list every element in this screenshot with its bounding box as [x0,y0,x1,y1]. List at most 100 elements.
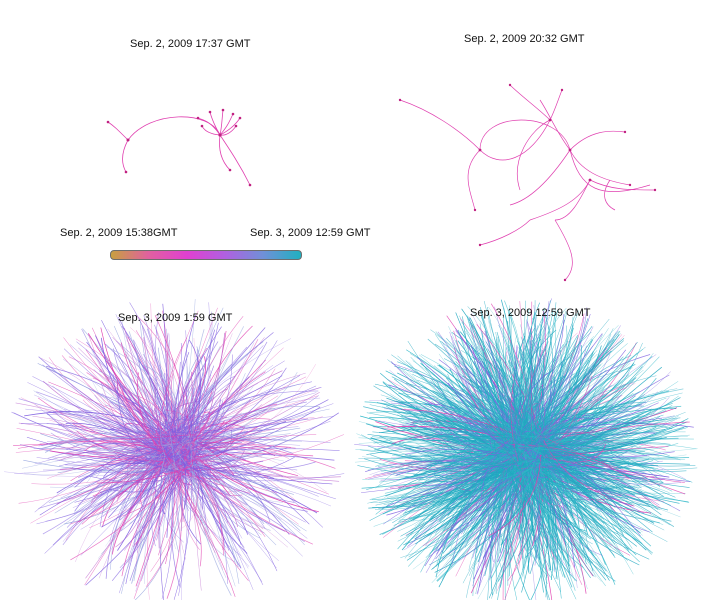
network-edge [438,459,543,503]
network-edge [540,467,587,565]
network-node [208,110,212,114]
network-edge [372,431,512,439]
network-edge [457,424,518,450]
network-edge [184,456,225,556]
network-edge [544,437,657,446]
network-edge [156,435,264,473]
network-edge [528,467,540,557]
network-edge [180,461,249,535]
network-edge [156,329,190,435]
network-edge [180,450,204,510]
network-edge [409,427,507,438]
network-edge [155,310,199,437]
network-edge [169,430,248,472]
network-edge [569,149,651,192]
network-edge [26,436,183,460]
network-edge [403,445,527,474]
network-edge [123,397,168,443]
network-node [126,138,130,142]
network-node [568,148,572,152]
timestamp-label-panel-2: Sep. 2, 2009 20:32 GMT [464,33,585,45]
network-edge [192,453,314,458]
network-node [218,133,222,137]
network-edge [105,375,183,452]
network-node [200,124,204,128]
network-edge [516,412,686,469]
network-edge [516,338,615,446]
network-edge [385,457,545,497]
network-edge [443,415,539,452]
network-edge [543,463,670,478]
network-edge [549,89,563,121]
network-edge [162,401,240,471]
network-edge [361,434,508,465]
network-edge [420,444,508,573]
network-edge [394,365,538,439]
network-edge [187,461,294,495]
network-edge [536,471,649,497]
network-edge [517,446,541,526]
network-edge [569,130,626,151]
network-edge [81,471,172,525]
network-edge [157,444,241,461]
network-edge [450,458,537,526]
network-edge [406,448,527,466]
network-edge [194,459,306,523]
network-edge [161,310,169,442]
network-edge [127,471,160,563]
network-edge [112,456,160,471]
network-edge [535,465,566,477]
network-edge [93,369,194,464]
network-edge [512,333,603,441]
network-edge [151,454,178,547]
network-edge [155,338,291,448]
network-edge [489,450,508,581]
network-edge [525,354,657,452]
network-node [398,98,402,102]
network-edge [429,466,542,566]
network-edge [56,446,167,530]
network-edge [397,355,530,473]
network-edge [46,437,169,444]
network-edge [521,457,539,579]
network-edge [177,442,319,513]
network-edge [166,426,192,455]
network-edge [509,84,551,121]
network-edge [512,384,608,442]
network-node [196,116,200,120]
network-edge [407,470,508,514]
network-edge [467,454,508,470]
network-edge [189,395,318,448]
network-edge [159,445,181,469]
network-edge [538,427,602,436]
network-edge [373,465,544,527]
network-edge [190,372,298,449]
network-edge [160,468,184,543]
network-edge [492,455,514,509]
network-edge [164,464,246,492]
network-node [588,178,592,182]
network-edge [485,422,516,434]
network-edge [190,442,243,452]
network-edge [89,463,186,528]
network-edge [189,445,207,523]
network-edge [517,471,549,519]
network-edge [154,436,190,501]
network-edge [209,111,221,136]
network-edge [174,375,283,436]
network-edge [531,437,653,533]
network-edge [507,320,542,471]
network-node [221,108,225,112]
network-edge [514,449,533,590]
network-edge [194,449,266,537]
network-node [548,118,552,122]
network-edge [188,438,237,536]
network-edge [479,119,551,161]
network-edge [537,453,616,508]
network-edge [520,470,603,570]
network-edge [157,390,319,440]
network-edge [445,452,508,479]
network-edge [514,461,541,501]
network-edge [169,347,208,433]
network-edge [96,415,165,455]
